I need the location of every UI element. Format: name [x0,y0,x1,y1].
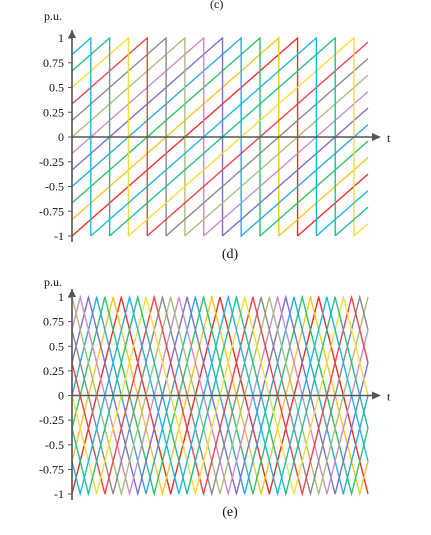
caption-d: (d) [222,247,239,262]
series-line-e-11 [71,294,369,497]
series-line-d-5 [71,37,369,237]
y-axis-label-e: p.u. [44,275,62,289]
series-line-e-12 [71,294,369,497]
caption-e: (e) [222,505,238,520]
series-line-e-7 [71,295,369,496]
axes-d [68,30,381,242]
x-axis-label-e: t [387,390,391,404]
y-tick-label: 0.5 [49,339,64,353]
series-group-d [71,36,369,238]
y-ticks-e: 1 0.75 0.5 0.25 0 -0.25 -0.5 -0.75 -1 [39,290,72,501]
y-tick-label: 1 [58,290,64,304]
y-tick-label: -1 [54,487,64,501]
series-line-e-8 [71,294,369,497]
series-line-d-9 [71,36,369,237]
y-tick-label: 0.75 [43,315,64,329]
series-line-e-1 [71,295,369,496]
y-axis-arrow [68,289,76,297]
x-axis-arrow [372,391,381,400]
y-tick-label: -0.25 [39,413,64,427]
series-line-e-9 [71,294,369,497]
series-line-d-2 [71,36,369,237]
y-tick-label: -0.25 [39,155,64,169]
y-tick-label: 0.25 [43,364,64,378]
y-ticks-d: 1 0.75 0.5 0.25 0 -0.25 -0.5 -0.75 -1 [39,31,72,243]
y-tick-label: -0.75 [39,462,64,476]
y-tick-label: 0.75 [43,56,64,70]
y-axis-label-d: p.u. [44,9,62,23]
y-tick-label: 0.25 [43,105,64,119]
series-line-d-4 [71,36,369,238]
series-line-d-11 [71,36,369,237]
series-line-d-7 [71,37,369,237]
y-tick-label: -1 [54,229,64,243]
series-line-d-1 [71,36,369,237]
y-tick-label: 1 [58,31,64,45]
y-tick-label: 0 [58,389,64,403]
axes-e [68,289,381,500]
series-line-d-10 [71,36,369,237]
x-axis-label-d: t [387,131,391,145]
partial-caption-c: (c) [210,0,223,11]
y-tick-label: 0.5 [49,81,64,95]
y-axis-arrow [68,30,76,38]
series-line-d-8 [71,37,369,237]
series-line-d-12 [71,36,369,237]
chart-panel-e: 1 0.75 0.5 0.25 0 -0.25 -0.5 -0.75 -1 p.u. t (e) [39,275,391,520]
y-tick-label: -0.5 [45,438,64,452]
series-line-d-6 [71,37,369,237]
series-line-d-3 [71,36,369,237]
x-axis-arrow [372,133,381,141]
y-tick-label: 0 [58,130,64,144]
y-tick-label: -0.5 [45,180,64,194]
y-tick-label: -0.75 [39,204,64,218]
chart-panel-d: 1 0.75 0.5 0.25 0 -0.25 -0.5 -0.75 -1 p.u. t (d) [39,9,391,262]
